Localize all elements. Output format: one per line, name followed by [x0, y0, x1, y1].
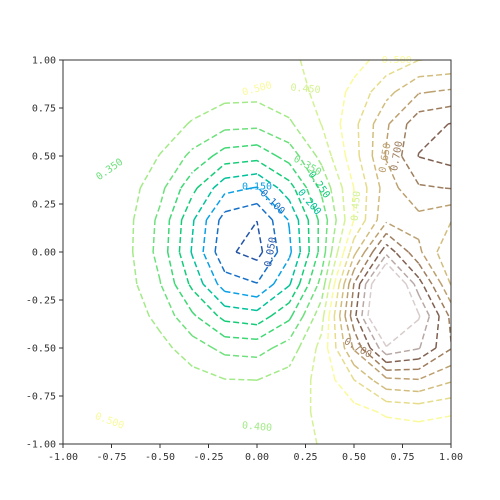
contour-level-0.600	[338, 73, 451, 393]
y-axis: 1.00 0.75 0.50 0.25 0.00 -0.25 -0.50 -0.75 -1.00	[26, 56, 63, 451]
contour-label: 0.650	[378, 142, 394, 174]
contour-level-0.650	[344, 88, 451, 381]
contour-level-0.150	[202, 186, 293, 298]
x-axis: -1.00 -0.75 -0.50 -0.25 0.00 0.25 0.50 0.75 1.00	[48, 444, 463, 463]
y-tick-label: 0.50	[32, 152, 56, 163]
contour-label: 0.500	[241, 80, 273, 98]
contour-level-0.750	[355, 122, 451, 364]
y-tick-label: -0.75	[26, 392, 56, 403]
contour-level-0.550	[333, 60, 451, 405]
y-tick-label: 0.75	[32, 104, 56, 115]
x-tick-label: 0.25	[293, 452, 317, 463]
contour-level-0.200	[190, 173, 302, 312]
x-tick-label: 1.00	[439, 452, 463, 463]
contour-label: 0.350	[94, 157, 125, 183]
x-tick-label: 0.75	[390, 452, 414, 463]
x-tick-label: -0.50	[145, 452, 175, 463]
plot-frame	[62, 59, 452, 445]
contour-level-0.850	[367, 262, 421, 348]
contour-label: 0.450	[290, 83, 321, 97]
contour-labels: 0.0500.1000.1500.2000.2500.3500.3500.450…	[93, 55, 411, 434]
contour-label: 0.400	[241, 420, 272, 434]
y-tick-label: -0.25	[26, 296, 56, 307]
contour-label: 0.500	[93, 411, 125, 432]
contour-level-0.400	[131, 101, 337, 381]
contour-level-0.450	[299, 60, 346, 444]
x-tick-label: -0.75	[96, 452, 126, 463]
y-tick-label: 1.00	[32, 56, 56, 67]
contour-lines	[131, 60, 451, 444]
contour-level-0.350	[152, 127, 329, 359]
contour-label: 0.150	[242, 182, 272, 193]
y-tick-label: -1.00	[26, 440, 56, 451]
contour-label: 0.700	[389, 140, 405, 172]
contour-label: 0.050	[263, 236, 279, 268]
contour-level-0.700	[349, 105, 451, 371]
x-tick-label: -0.25	[193, 452, 223, 463]
y-tick-label: -0.50	[26, 344, 56, 355]
contour-level-0.500	[326, 60, 451, 423]
x-tick-label: -1.00	[48, 452, 78, 463]
contour-level-0.100	[214, 202, 279, 284]
x-tick-label: 0.50	[342, 452, 366, 463]
y-tick-label: 0.25	[32, 200, 56, 211]
contour-level-0.300	[166, 144, 319, 341]
contour-label: 0.450	[350, 190, 364, 221]
x-tick-label: 0.00	[245, 452, 269, 463]
contour-level-0.800	[361, 254, 431, 356]
contour-level-0.250	[178, 159, 310, 326]
y-tick-label: 0.00	[32, 248, 56, 259]
contour-level-0.050	[235, 220, 264, 261]
